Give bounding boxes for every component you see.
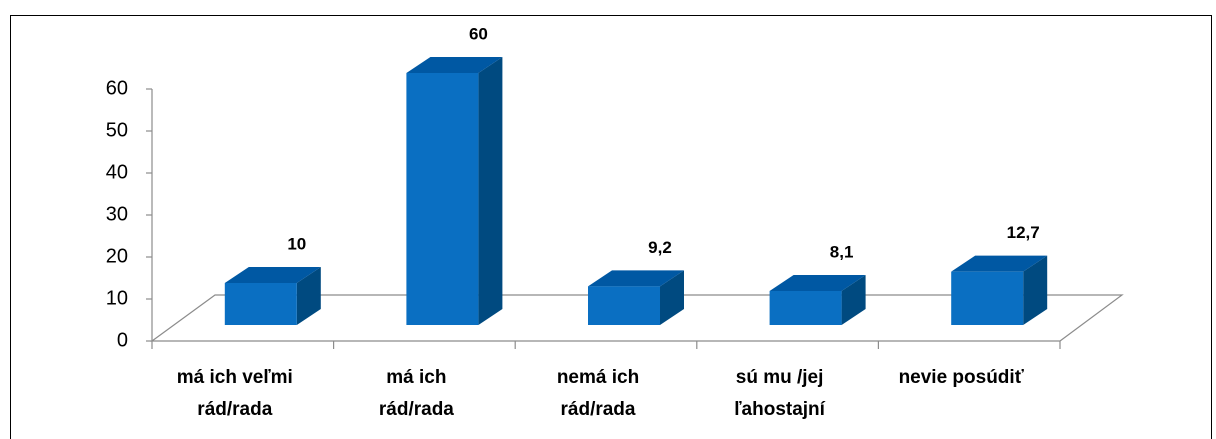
bar [224,267,321,325]
bar-side [1023,255,1048,325]
bar-front [588,286,660,325]
bar [769,274,866,325]
bar-side [296,267,321,325]
bar-top [406,57,503,73]
x-tick-label: nevie posúdiť [898,367,1024,388]
y-tick-label: 30 [106,203,128,225]
bar-top [769,274,866,291]
value-label: 10 [287,234,306,253]
bar-top [224,267,321,283]
bar-side [660,270,684,325]
y-tick-label: 40 [106,161,128,183]
bar [406,57,503,325]
floor [150,294,1124,342]
y-tick-label: 50 [106,119,128,141]
bar-top [951,255,1048,272]
bar [588,270,684,325]
bar-front [406,73,479,325]
bar [951,255,1048,325]
x-tick-label: má ich rád/rada [378,367,454,420]
x-tick-label: sú mu /jej ľahostajní [734,367,825,420]
value-label: 60 [469,24,488,43]
y-tick-label: 60 [106,77,128,99]
y-tick-label: 0 [117,329,128,351]
bar-front [951,271,1024,325]
x-tick-label: nemá ich rád/rada [556,367,640,420]
x-tick-label: má ich veľmi rád/rada [176,367,293,420]
chart-frame [10,15,1212,439]
y-tick-label: 20 [106,245,128,267]
bar-side [841,274,866,325]
value-label: 9,2 [648,238,672,257]
bar-front [224,283,297,325]
bar-front [769,290,842,325]
value-label: 12,7 [1007,223,1040,242]
value-label: 8,1 [830,242,854,261]
bar-side [478,57,503,325]
bar-top [588,270,684,287]
y-tick-label: 10 [106,287,128,309]
